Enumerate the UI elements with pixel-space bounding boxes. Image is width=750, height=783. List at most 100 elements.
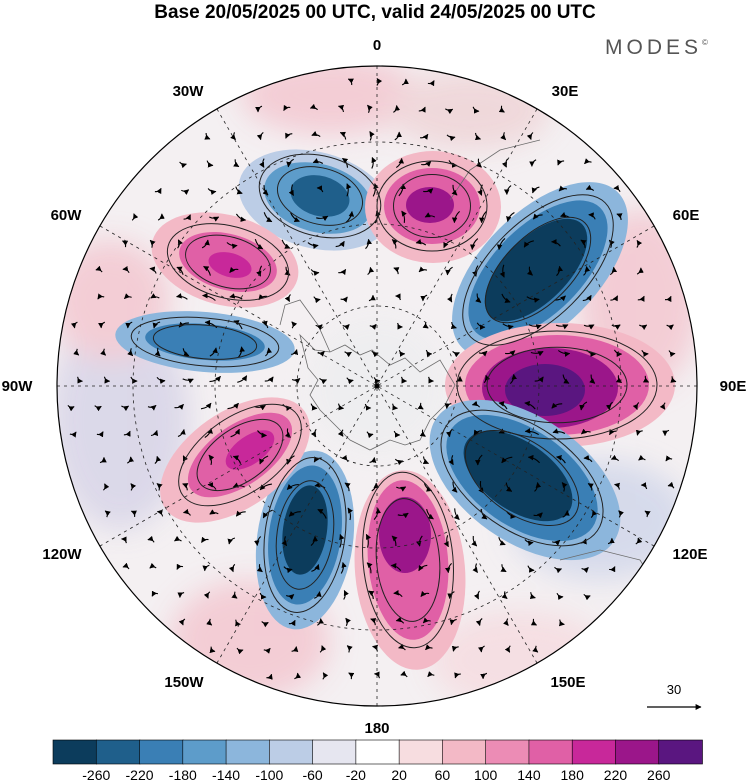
streamline-arrow [524,539,534,546]
streamline-arrow [475,158,482,168]
streamline-arrow [610,454,619,462]
streamline-arrow [445,266,453,276]
streamline-arrow [561,482,568,492]
streamline-arrow [373,377,381,385]
streamline-arrow [562,374,570,384]
streamline-arrow [609,266,618,276]
streamline-arrow [256,564,263,573]
streamline-arrow [346,377,354,385]
streamline-arrow [477,184,483,196]
streamline-arrow [498,401,508,410]
streamline-arrow [637,295,645,302]
streamline-arrow [231,591,238,599]
streamline-arrow [203,265,211,276]
streamline-arrow [471,400,481,408]
streamline-arrow [523,240,534,248]
streamline-arrow [230,132,236,141]
longitude-labels: 0 30E 60E 90E 120E 150E 180 150W 120W 90… [2,37,747,737]
streamline-arrow [396,486,407,492]
streamline-arrow [201,239,210,249]
contour-line [178,403,302,507]
streamline-arrow [254,404,266,411]
colorbar-tick-label: 260 [647,767,671,783]
streamline-arrow [613,184,621,192]
streamline-arrow [498,105,505,113]
streamline-arrow [233,159,240,168]
streamline-arrow [478,350,488,357]
colorbar [52,739,703,765]
streamline-arrow [427,80,435,87]
colorbar-segment [442,739,487,765]
streamline-arrow [233,320,243,330]
contour-line [152,324,258,360]
contour-line [196,418,284,492]
contour-line [440,409,604,547]
streamline-arrow [176,293,188,300]
streamline-arrow [207,482,217,490]
streamline-arrow [369,457,377,463]
streamline-arrow [583,266,591,276]
streamline-arrow [449,618,457,626]
streamline-arrow [584,158,592,165]
streamline-arrow [97,293,105,300]
streamline-arrow [237,375,248,383]
streamline-arrow [395,157,405,169]
streamline-arrow [556,265,564,277]
streamline-arrow [69,431,77,438]
streamline-arrow [446,134,456,142]
streamline-arrow [454,672,461,679]
contour-line [258,153,382,239]
contour-line [486,346,628,424]
streamline-arrow [344,351,352,358]
streamline-arrow [443,239,453,249]
streamline-arrow [259,592,267,600]
streamline-arrow [208,454,215,466]
streamline-arrow [259,483,272,491]
streamline-arrow [614,482,621,490]
streamline-arrow [498,537,506,546]
contour-lines [130,153,658,649]
streamline-arrow [317,509,327,519]
streamline-arrow [418,564,428,572]
streamline-arrow [506,212,515,223]
streamline-arrow [307,242,319,249]
streamline-arrow [502,323,514,330]
streamline-arrow [370,618,377,626]
streamline-arrow [397,322,403,330]
streamline-arrow [340,561,347,574]
streamline-arrow [417,402,424,410]
streamline-arrow [156,376,166,385]
streamline-arrow [294,672,302,680]
colorbar-tick-label: 180 [561,767,585,783]
streamline-arrow [527,565,535,573]
contour-line [130,316,280,368]
lon-label-60e: 60E [673,207,700,224]
colorbar-tick-label: 20 [391,767,407,783]
streamline-arrow [554,566,563,574]
streamline-arrow [257,430,268,438]
streamline-arrow [316,215,329,222]
streamline-arrow [100,348,107,356]
streamline-arrow [154,187,162,195]
streamline-arrow [344,482,351,492]
streamline-arrow [281,536,288,547]
streamline-arrow [496,237,506,251]
streamlines [67,78,677,680]
streamline-arrow [265,347,273,357]
streamline-arrow [264,376,274,383]
streamline-arrow [174,403,184,410]
streamline-arrow [474,132,482,141]
colorbar-segment [398,739,444,765]
streamline-arrow [533,512,543,519]
streamline-arrow [443,535,449,548]
streamline-arrow [390,562,402,571]
streamline-arrow [500,132,507,141]
streamline-arrow [263,212,273,223]
streamline-arrow [422,617,431,624]
streamline-arrow [665,455,673,462]
contour-line [362,471,454,649]
streamline-arrow [284,428,291,438]
streamline-arrow [176,266,184,275]
colorbar-segment [225,739,271,765]
streamline-arrow [373,671,381,679]
